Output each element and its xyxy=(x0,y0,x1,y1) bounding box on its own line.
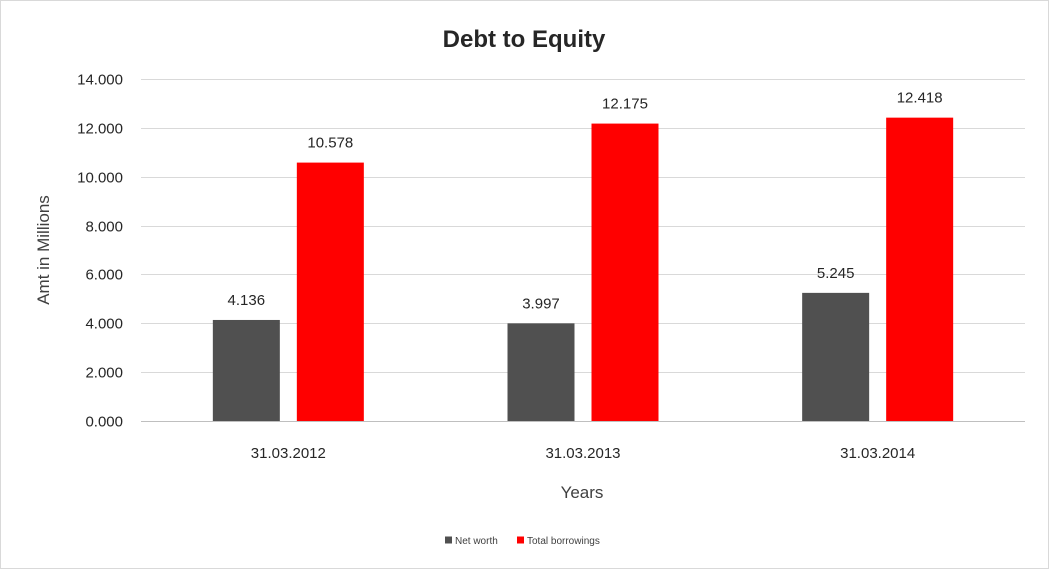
y-tick-label: 14.000 xyxy=(77,72,123,89)
bar-total-borrowings xyxy=(886,117,954,422)
x-category-label: 31.03.2013 xyxy=(545,445,620,462)
data-label: 4.136 xyxy=(228,292,266,309)
y-tick-label: 0.000 xyxy=(85,414,123,431)
x-category-label: 31.03.2012 xyxy=(251,445,326,462)
gridlines xyxy=(141,79,1025,422)
y-axis-title: Amt in Millions xyxy=(34,195,53,305)
y-tick-label: 10.000 xyxy=(77,170,123,187)
legend-swatch xyxy=(517,536,524,544)
x-axis-title: Years xyxy=(561,483,604,502)
bar-net-worth xyxy=(802,292,870,421)
y-tick-label: 2.000 xyxy=(85,365,123,382)
x-category-label: 31.03.2014 xyxy=(840,445,915,462)
y-tick-label: 8.000 xyxy=(85,219,123,236)
bar-net-worth xyxy=(507,323,575,421)
x-axis-categories: 31.03.2012 31.03.2013 31.03.2014 xyxy=(251,445,915,462)
data-label: 5.245 xyxy=(817,265,855,282)
bar-net-worth xyxy=(212,319,280,421)
y-tick-label: 12.000 xyxy=(77,121,123,138)
y-tick-label: 6.000 xyxy=(85,267,123,284)
data-label: 12.418 xyxy=(897,90,943,107)
bars xyxy=(212,117,954,422)
chart-title: Debt to Equity xyxy=(443,26,606,53)
data-label: 12.175 xyxy=(602,96,648,113)
legend-swatch xyxy=(445,536,452,544)
data-labels: 4.136 10.578 3.997 12.175 5.245 12.418 xyxy=(228,90,943,313)
legend-label: Net worth xyxy=(455,536,498,547)
y-tick-label: 4.000 xyxy=(85,316,123,333)
legend-label: Total borrowings xyxy=(527,536,600,547)
data-label: 10.578 xyxy=(307,135,353,152)
bar-total-borrowings xyxy=(591,123,659,421)
data-label: 3.997 xyxy=(522,295,560,312)
y-axis-ticks: 0.000 2.000 4.000 6.000 8.000 10.000 12.000 14.… xyxy=(77,72,123,431)
bar-total-borrowings xyxy=(296,162,364,421)
legend: Net worth Total borrowings xyxy=(445,536,600,547)
